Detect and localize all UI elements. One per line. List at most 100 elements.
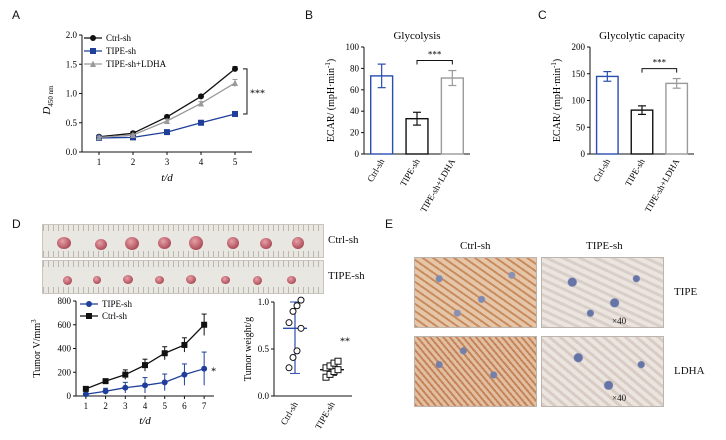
- y-axis-label: D450 nm: [41, 85, 55, 116]
- y-axis-label-end: ): [552, 59, 563, 62]
- data-point: [161, 379, 168, 386]
- legend-label-0: Ctrl-sh: [106, 33, 132, 43]
- legend-marker-2: [90, 60, 96, 67]
- y-tick-label: 200: [58, 367, 72, 377]
- tumor-photo-tipe: [42, 260, 324, 294]
- y-tick-label: 60: [350, 85, 360, 95]
- x-axis-label: t/d: [139, 415, 151, 427]
- ihc-mag-1: ×40: [612, 316, 627, 326]
- significance-label: *: [211, 367, 216, 378]
- y-tick-label: 2.0: [66, 30, 78, 40]
- data-point: [201, 365, 208, 372]
- x-tick-label: 1: [97, 157, 102, 167]
- legend-marker-0: [90, 35, 96, 41]
- y-axis-label: Tumor V/mm3: [30, 319, 43, 378]
- x-axis-label: t/d: [161, 172, 173, 184]
- significance-bracket: [416, 60, 453, 65]
- legend-marker-1: [90, 48, 96, 54]
- significance-label: **: [340, 336, 350, 347]
- category-label-0: Ctrl-sh: [591, 157, 612, 184]
- chart-d-tumor-volume: 0 200 400 600 800 1 2 3 4 5 6 7 TIPE-sh Ctrl-sh Tumor …: [30, 296, 216, 427]
- data-point: [82, 385, 89, 392]
- ihc-col-ctrl: Ctrl-sh: [460, 240, 491, 252]
- ihc-row-ldha: LDHA: [674, 365, 705, 377]
- y-axis-label-superscript: 3: [30, 319, 38, 323]
- y-axis-label-superscript: -1: [550, 62, 558, 68]
- panel-label-e: E: [385, 217, 394, 231]
- bar-2: [665, 82, 689, 155]
- x-tick-label: 2: [103, 401, 108, 411]
- category-label-0: Ctrl-sh: [365, 157, 386, 184]
- data-point: [334, 357, 342, 365]
- significance-bracket: [243, 68, 248, 115]
- bar-2: [440, 77, 464, 155]
- data-point: [164, 129, 170, 136]
- y-tick-label: 100: [572, 96, 586, 106]
- significance-label: ***: [428, 50, 442, 60]
- x-tick-label: 4: [143, 401, 148, 411]
- data-point: [164, 117, 170, 124]
- data-point: [297, 324, 305, 332]
- legend-label-1: TIPE-sh: [106, 46, 136, 56]
- data-point: [285, 364, 293, 372]
- bar-0: [595, 75, 619, 155]
- chart-a-proliferation: 0.0 0.5 1.0 1.5 2.0 1 2 3 4 5 Ctrl-sh TIPE-sh TIPE-s…: [41, 30, 265, 184]
- bar-1: [630, 109, 654, 155]
- y-axis-label: ECAR/ (mpH·min-1): [324, 59, 337, 142]
- data-point: [232, 79, 238, 86]
- data-point: [293, 347, 301, 355]
- ihc-ctrl-tipe-image: [414, 257, 537, 328]
- data-point: [334, 366, 342, 374]
- significance-bracket: [641, 68, 678, 73]
- legend-label-2: TIPE-sh+LDHA: [106, 59, 167, 69]
- chart-d-tumor-weight: 0.0 0.5 1.0 Tumor weight/g Ctrl-sh TIPE-sh **: [243, 296, 352, 431]
- panel-label-d: D: [12, 217, 21, 231]
- y-axis-label-end: ): [326, 59, 337, 62]
- data-point: [297, 296, 305, 304]
- data-point: [122, 371, 129, 378]
- y-tick-label: 0.5: [258, 344, 270, 354]
- y-axis-label-unit: /mm: [32, 323, 43, 342]
- y-tick-label: 0.0: [258, 391, 270, 401]
- panel-label-a: A: [12, 8, 21, 22]
- x-tick-label: 5: [233, 157, 238, 167]
- y-tick-label: 0.5: [66, 118, 78, 128]
- x-tick-label: 3: [123, 401, 128, 411]
- ihc-tipe-tipe-image: [541, 257, 664, 328]
- category-label-1: TIPE-sh: [398, 157, 422, 188]
- data-point: [161, 350, 168, 357]
- category-label-2: TIPE-sh+LDHA: [418, 157, 457, 214]
- photo-label-ctrl: Ctrl-sh: [328, 234, 359, 246]
- ihc-row-tipe: TIPE: [674, 286, 698, 298]
- y-tick-label: 0: [581, 149, 586, 159]
- y-tick-label: 0: [67, 391, 72, 401]
- data-point: [130, 131, 136, 139]
- x-tick-label: 3: [165, 157, 170, 167]
- y-tick-label: 0.0: [66, 147, 78, 157]
- y-tick-label: 400: [58, 344, 72, 354]
- data-point: [142, 362, 148, 369]
- category-label-1: TIPE-sh: [313, 400, 337, 431]
- data-point: [164, 113, 170, 120]
- significance-label: ***: [653, 58, 667, 68]
- y-tick-label: 100: [346, 42, 360, 52]
- data-point: [181, 341, 188, 348]
- data-point: [102, 378, 109, 385]
- data-point: [181, 371, 188, 378]
- y-tick-label: 40: [350, 106, 360, 116]
- tumor-photo-ctrl: [42, 224, 324, 258]
- y-tick-label: 800: [58, 296, 72, 306]
- y-tick-label: 80: [350, 63, 360, 73]
- data-point: [198, 99, 204, 107]
- ihc-tipe-ldha-image: [541, 336, 664, 407]
- y-axis-label-subscript: 450 nm: [47, 85, 55, 107]
- data-point: [198, 93, 204, 100]
- significance-label: ***: [250, 88, 265, 99]
- data-point: [198, 119, 204, 126]
- data-point: [96, 133, 102, 141]
- data-point: [289, 353, 297, 361]
- category-label-0: Ctrl-sh: [279, 400, 300, 427]
- legend-label-1: Ctrl-sh: [102, 311, 128, 321]
- data-point: [285, 319, 293, 327]
